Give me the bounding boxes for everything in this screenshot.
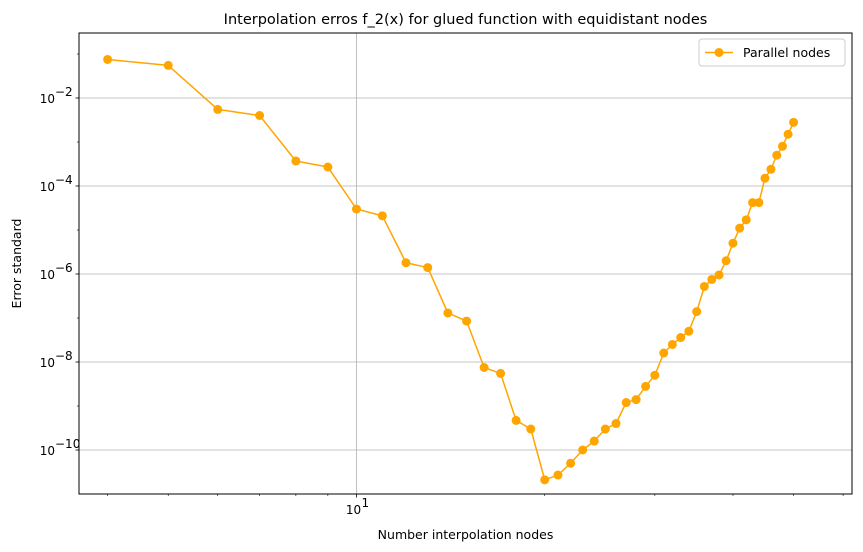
- data-point: [621, 398, 631, 408]
- x-axis-label: Number interpolation nodes: [378, 527, 554, 542]
- data-point: [777, 141, 787, 151]
- data-point: [479, 362, 489, 372]
- y-tick-label: 10: [40, 92, 55, 106]
- data-point: [692, 307, 702, 317]
- y-tick-label-exponent: −10: [55, 437, 80, 451]
- data-point: [659, 348, 669, 358]
- data-point: [255, 111, 265, 121]
- legend-marker-swatch: [714, 48, 724, 57]
- data-point: [103, 54, 113, 64]
- data-point: [443, 308, 453, 318]
- data-point: [291, 156, 301, 166]
- data-point: [735, 223, 745, 233]
- data-point: [641, 381, 651, 391]
- data-point: [423, 263, 433, 273]
- data-point: [163, 60, 173, 70]
- x-tick-label: 10: [346, 503, 361, 517]
- y-tick-label: 10: [40, 268, 55, 282]
- data-point: [667, 339, 677, 349]
- y-axis-label: Error standard: [9, 219, 24, 309]
- data-point: [496, 368, 506, 378]
- data-point: [699, 281, 709, 291]
- data-point: [728, 238, 738, 248]
- data-point: [566, 458, 576, 468]
- data-point: [611, 419, 621, 429]
- data-point: [707, 274, 717, 284]
- y-tick-label-exponent: −6: [55, 261, 73, 275]
- legend-box: [698, 38, 846, 67]
- y-tick-label: 10: [40, 444, 55, 458]
- data-point: [676, 333, 686, 343]
- legend: Parallel nodes: [698, 38, 846, 67]
- data-point: [754, 198, 764, 208]
- data-point: [600, 424, 610, 434]
- data-point: [714, 270, 724, 280]
- data-point: [578, 445, 588, 455]
- data-point: [462, 316, 472, 326]
- legend-label: Parallel nodes: [743, 45, 830, 60]
- data-point: [760, 173, 770, 183]
- series-line: [107, 58, 795, 481]
- data-point: [589, 436, 599, 446]
- data-point: [401, 258, 411, 268]
- data-point: [213, 104, 223, 114]
- data-point: [377, 211, 387, 221]
- data-point: [540, 475, 550, 485]
- y-tick-label-exponent: −4: [55, 173, 73, 187]
- plot-area-frame: [78, 32, 853, 495]
- data-point: [684, 326, 694, 336]
- data-point: [553, 470, 563, 480]
- data-point: [526, 424, 536, 434]
- data-point: [766, 164, 776, 174]
- data-point: [789, 117, 799, 127]
- y-tick-label: 10: [40, 356, 55, 370]
- data-point: [741, 215, 751, 225]
- grid-lines: [79, 33, 852, 494]
- data-point: [323, 162, 333, 172]
- data-point: [748, 198, 758, 208]
- x-tick-label-exponent: 1: [361, 496, 369, 510]
- data-point: [631, 395, 641, 405]
- data-point: [783, 129, 793, 139]
- data-series: [103, 54, 799, 485]
- y-tick-label-exponent: −8: [55, 349, 73, 363]
- data-point: [772, 150, 782, 160]
- y-tick-label: 10: [40, 180, 55, 194]
- data-point: [351, 204, 361, 214]
- y-tick-label-exponent: −2: [55, 85, 73, 99]
- data-point: [650, 370, 660, 380]
- data-point: [511, 415, 521, 425]
- data-point: [721, 256, 731, 266]
- chart-title: Interpolation erros f_2(x) for glued fun…: [224, 12, 708, 28]
